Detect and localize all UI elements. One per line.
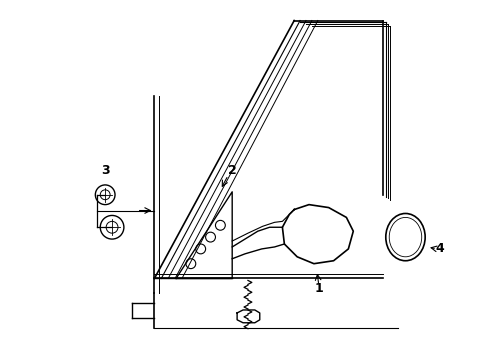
Text: 1: 1 — [314, 282, 323, 295]
Text: 4: 4 — [435, 242, 444, 255]
Text: 2: 2 — [227, 164, 236, 177]
Text: 3: 3 — [101, 164, 109, 177]
